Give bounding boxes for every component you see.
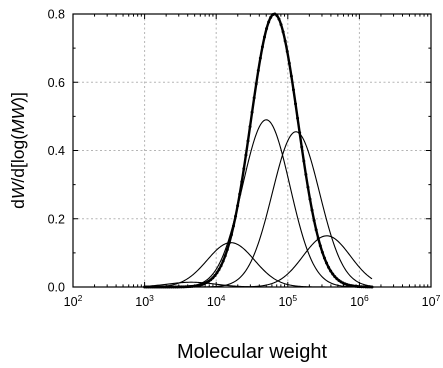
series-total-point xyxy=(306,185,310,189)
series-total-point xyxy=(207,279,211,283)
series-total-point xyxy=(287,61,291,65)
series-total-point xyxy=(244,153,248,157)
series-total-point xyxy=(289,74,293,78)
series-total-point xyxy=(246,139,250,143)
series-total-point xyxy=(263,35,267,39)
plot-frame xyxy=(72,13,432,288)
series-total-point xyxy=(221,259,225,263)
series-total-point xyxy=(277,17,281,21)
series-total-point xyxy=(252,96,256,100)
y-tick-label: 0.0 xyxy=(48,281,65,295)
series-total-point xyxy=(291,88,295,92)
series-total-point xyxy=(308,197,312,201)
series-total-point xyxy=(298,131,302,135)
x-tick-label: 105 xyxy=(278,293,297,309)
series-total-point xyxy=(219,264,223,268)
y-tick-label: 0.8 xyxy=(48,8,65,22)
series-total-point xyxy=(316,236,320,240)
series-total-point xyxy=(258,56,262,60)
series-total-point xyxy=(327,265,331,269)
series-total-point xyxy=(294,102,298,106)
series-total-point xyxy=(260,45,264,49)
y-axis-label: dW/d[log(MW)] xyxy=(8,92,28,209)
series-total-point xyxy=(318,244,322,248)
series-total-point xyxy=(300,145,304,149)
series-total-point xyxy=(267,20,271,24)
series-total-point xyxy=(322,256,326,260)
series-total-point xyxy=(227,241,231,245)
x-tick-label: 104 xyxy=(207,293,226,309)
series-total-point xyxy=(283,39,287,43)
series-total-point xyxy=(242,167,246,171)
series-total-point xyxy=(223,254,227,258)
series-total-point xyxy=(217,267,221,271)
series-total-point xyxy=(209,278,213,282)
series-total-point xyxy=(232,224,235,228)
series-total-point xyxy=(325,261,329,265)
series-total-point xyxy=(254,82,258,86)
series-total-point xyxy=(335,277,339,281)
series-component-line xyxy=(144,119,373,288)
series-total-point xyxy=(236,204,240,208)
x-axis-label: Molecular weight xyxy=(177,341,328,363)
series-total-point xyxy=(320,250,324,254)
series-total-point xyxy=(329,269,333,273)
series-total-point xyxy=(312,219,316,223)
series-total-point xyxy=(302,159,306,163)
series-total-point xyxy=(331,272,335,276)
x-tick-label: 102 xyxy=(64,293,83,309)
series-total-point xyxy=(211,276,215,280)
series-total-point xyxy=(238,192,242,196)
series-total-point xyxy=(333,275,337,279)
x-tick-label: 106 xyxy=(350,293,369,309)
series-total-point xyxy=(279,23,283,27)
series-total-point xyxy=(213,274,217,278)
series-total-point xyxy=(285,49,289,53)
series-total-point xyxy=(234,214,238,218)
y-tick-label: 0.4 xyxy=(48,144,65,158)
x-tick-label: 103 xyxy=(135,293,154,309)
series-total-point xyxy=(215,271,219,275)
series-total-point xyxy=(281,30,285,34)
x-tick-label: 107 xyxy=(422,293,441,309)
series-total-point xyxy=(250,110,254,114)
axis-ticks xyxy=(72,13,432,288)
series-total-point xyxy=(229,233,233,237)
series-total-point xyxy=(248,125,252,129)
grid xyxy=(73,14,431,287)
series-total-point xyxy=(314,228,318,232)
series-total-point xyxy=(304,172,308,176)
series-total-point xyxy=(256,69,260,73)
series-total-point xyxy=(240,180,244,184)
series-total-point xyxy=(310,208,314,212)
y-tick-label: 0.2 xyxy=(48,212,65,226)
tick-labels: 102 103 104 105 106 107 0.0 0.2 0.4 0.6 0.8 xyxy=(48,8,441,310)
series-total-point xyxy=(296,116,300,120)
series-total-point xyxy=(225,248,229,252)
y-tick-label: 0.6 xyxy=(48,76,65,90)
series-total-point xyxy=(265,27,269,31)
